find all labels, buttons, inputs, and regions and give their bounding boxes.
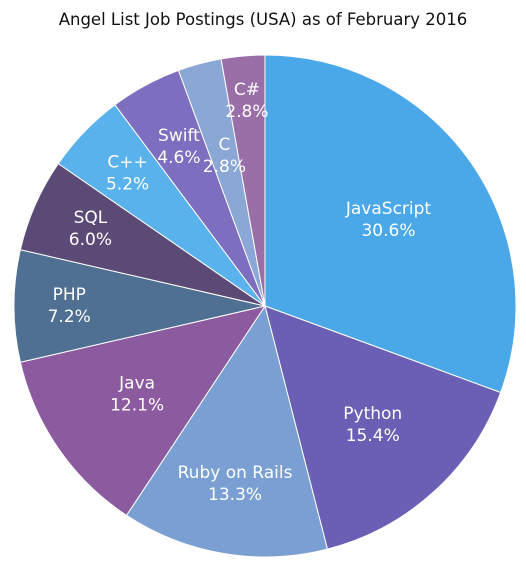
slice-name: Ruby on Rails (178, 463, 293, 483)
slice-label: PHP 7.2% (48, 285, 91, 327)
pie-slice (264, 54, 517, 394)
chart-title: Angel List Job Postings (USA) as of Febr… (59, 10, 468, 29)
slice-name: Python (343, 404, 402, 424)
slice-percent: 5.2% (106, 175, 149, 195)
pie-labels: JavaScript 30.6%Python 15.4%Ruby on Rails 1… (48, 80, 432, 505)
slice-percent: 4.6% (157, 148, 200, 168)
slice-percent: 2.8% (203, 157, 246, 177)
slice-name: C++ (107, 153, 147, 173)
slice-name: C (218, 135, 230, 155)
slice-percent: 7.2% (48, 307, 91, 327)
pie-slice (264, 305, 502, 550)
pie-slice (19, 305, 267, 517)
pie-slice (13, 249, 266, 363)
slice-label: Ruby on Rails 13.3% (178, 463, 293, 505)
slice-name: PHP (53, 285, 86, 305)
slice-name: C# (234, 80, 260, 100)
slice-label: SQL 6.0% (69, 208, 112, 250)
slice-name: Swift (158, 126, 200, 146)
slice-name: SQL (74, 208, 108, 228)
slice-label: Swift 4.6% (157, 126, 200, 168)
slice-percent: 6.0% (69, 230, 112, 250)
slice-label: C# 2.8% (225, 80, 268, 122)
pie-slice (220, 54, 266, 307)
slice-label: Python 15.4% (343, 404, 402, 446)
slice-percent: 13.3% (208, 485, 262, 505)
slice-percent: 15.4% (346, 426, 400, 446)
slice-label: JavaScript 30.6% (345, 199, 432, 241)
slice-label: C++ 5.2% (106, 153, 149, 195)
slice-label: C 2.8% (203, 135, 246, 177)
pie-slice (125, 304, 329, 558)
slice-name: JavaScript (345, 199, 432, 219)
slice-name: Java (118, 374, 155, 394)
slice-label: Java 12.1% (110, 374, 164, 416)
slice-percent: 12.1% (110, 396, 164, 416)
slice-percent: 30.6% (361, 221, 415, 241)
slice-percent: 2.8% (225, 102, 268, 122)
pie-slices (13, 54, 517, 558)
